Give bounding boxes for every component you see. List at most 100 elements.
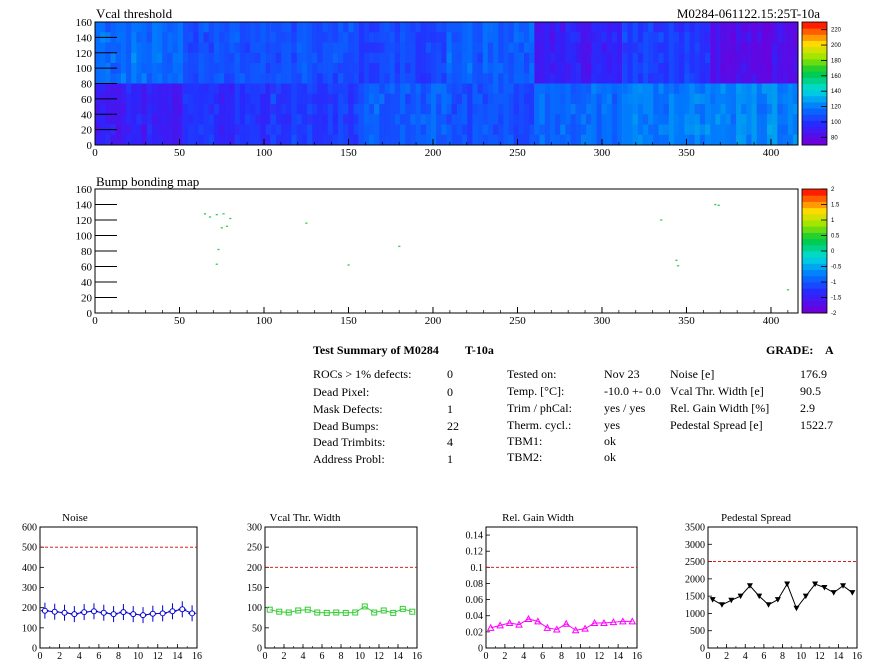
pixel-cell	[617, 52, 623, 63]
data-point	[390, 609, 397, 616]
x-tick-label: 2	[282, 651, 287, 662]
data-point	[371, 609, 378, 616]
pixel-cell	[684, 22, 690, 33]
pixel-cell	[658, 124, 664, 135]
pixel-cell	[115, 32, 121, 43]
pixel-cell	[332, 52, 338, 63]
bump-defect-point	[305, 222, 308, 224]
pixel-cell	[761, 22, 767, 33]
pixel-strip	[157, 83, 163, 145]
summary-right-label: Rel. Gain Width [%]	[670, 401, 770, 415]
pixel-cell	[198, 42, 204, 53]
colorbar-band	[802, 226, 827, 233]
pixel-cell	[353, 104, 359, 115]
pixel-cell	[337, 73, 344, 84]
pixel-strip	[182, 83, 189, 145]
pixel-cell	[570, 32, 576, 43]
pixel-cell	[529, 22, 535, 33]
pixel-cell	[115, 124, 121, 135]
pixel-cell	[255, 124, 261, 135]
pixel-cell	[580, 63, 587, 74]
pixel-cell	[234, 42, 240, 53]
pixel-cell	[229, 73, 235, 84]
summary-mid-value: yes	[604, 418, 620, 432]
colorbar-label: 0.5	[831, 234, 840, 240]
colorbar-label: -1	[831, 280, 837, 286]
data-point	[110, 611, 117, 618]
pixel-cell	[255, 32, 261, 43]
data-point	[756, 593, 763, 600]
pixel-strip	[710, 83, 716, 145]
pixel-cell	[405, 63, 411, 74]
pixel-cell	[219, 104, 225, 115]
pixel-cell	[792, 52, 798, 63]
pixel-cell	[549, 83, 556, 94]
y-tick-label: 300	[22, 583, 37, 594]
pixel-cell	[219, 93, 225, 104]
summary-left-label: Address Probl:	[313, 452, 385, 466]
pixel-cell	[244, 93, 251, 104]
data-point	[534, 617, 542, 625]
colorbar-band	[802, 126, 827, 134]
y-tick-label: 120	[76, 48, 93, 60]
pixel-cell	[224, 32, 230, 43]
y-tick-label: 300	[247, 523, 262, 534]
data-point	[159, 610, 166, 617]
bump-defect-point	[714, 203, 717, 206]
pixel-cell	[394, 63, 400, 74]
pixel-cell	[291, 134, 297, 145]
pixel-cell	[632, 104, 638, 115]
pixel-cell	[622, 32, 628, 43]
pixel-cell	[260, 104, 266, 115]
pixel-cell	[792, 134, 798, 145]
pixel-cell	[172, 93, 178, 104]
pixel-cell	[306, 93, 313, 104]
summary-temp-tag: T-10a	[465, 343, 494, 357]
pixel-strip	[415, 22, 421, 84]
pixel-cell	[343, 114, 349, 125]
pixel-cell	[565, 124, 571, 135]
pixel-cell	[648, 22, 654, 33]
pixel-cell	[405, 93, 411, 104]
data-point	[120, 609, 127, 616]
pixel-strip	[430, 22, 437, 84]
pixel-strip	[565, 22, 571, 84]
pixel-cell	[482, 124, 488, 135]
pixel-cell	[193, 52, 199, 63]
pixel-cell	[611, 83, 618, 94]
pixel-cell	[120, 134, 127, 145]
pixel-cell	[694, 104, 700, 115]
pixel-cell	[730, 83, 736, 94]
x-tick-label: 8	[780, 651, 785, 662]
pixel-cell	[761, 32, 767, 43]
pixel-cell	[126, 83, 132, 94]
pixel-cell	[720, 83, 726, 94]
pixel-cell	[518, 63, 525, 74]
data-point	[285, 609, 292, 616]
data-point	[812, 581, 819, 588]
gain-width-frame	[485, 526, 638, 649]
pixel-cell	[549, 73, 556, 84]
pixel-cell	[265, 124, 271, 135]
x-tick-label: 50	[174, 147, 186, 159]
pixel-strip	[451, 22, 458, 84]
x-tick-label: 4	[743, 651, 748, 662]
pixel-cell	[699, 73, 705, 84]
pixel-cell	[642, 73, 649, 84]
pixel-cell	[317, 63, 323, 74]
pixel-cell	[710, 93, 716, 104]
pixel-cell	[591, 73, 597, 84]
pixel-strip	[751, 22, 757, 84]
colorbar-label: 180	[831, 58, 842, 64]
summary-mid-label: Trim / phCal:	[507, 401, 572, 415]
pixel-cell	[291, 52, 297, 63]
pixel-cell	[456, 93, 463, 104]
pixel-strip	[524, 83, 530, 145]
pixel-cell	[131, 124, 137, 135]
pixel-cell	[642, 134, 649, 145]
pixel-cell	[777, 22, 783, 33]
pixel-cell	[741, 63, 747, 74]
pixel-strip	[275, 83, 282, 145]
summary-right-label: Vcal Thr. Width [e]	[670, 384, 764, 398]
grade-value: A	[825, 343, 834, 357]
